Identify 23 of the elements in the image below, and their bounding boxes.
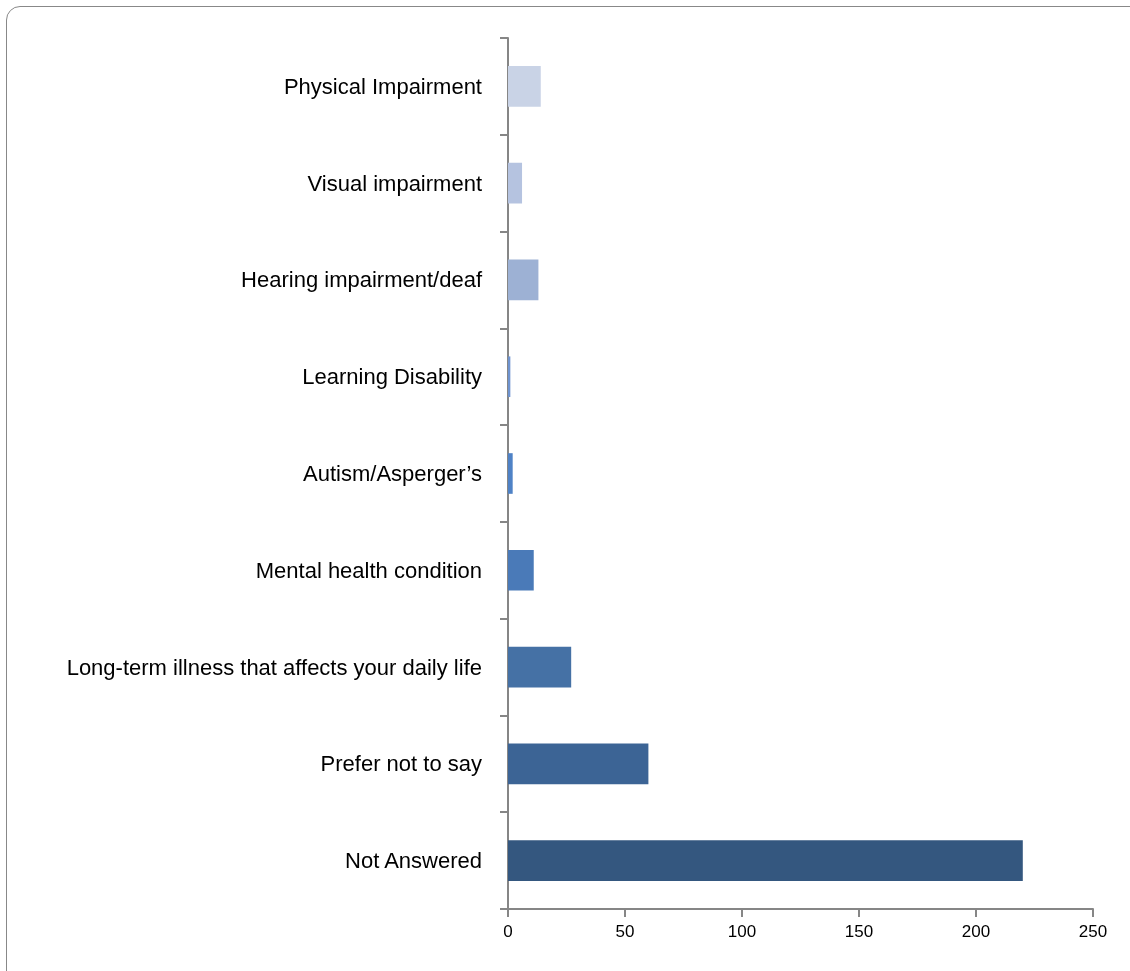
y-tick-label: Hearing impairment/deaf <box>241 267 483 293</box>
bar <box>508 840 1023 881</box>
y-tick-label: Physical Impairment <box>283 73 482 99</box>
bar <box>508 549 534 591</box>
x-tick-label: 0 <box>503 922 513 941</box>
y-tick-label: Mental health condition <box>255 557 482 583</box>
x-tick-label: 100 <box>727 922 757 941</box>
x-tick-label: 150 <box>844 922 874 941</box>
y-tick-label: Learning Disability <box>302 364 482 390</box>
bar <box>508 453 513 494</box>
y-tick-label: Visual impairment <box>307 170 482 196</box>
bar <box>508 162 523 204</box>
bar <box>508 259 539 301</box>
x-tick-label: 250 <box>1078 922 1108 941</box>
bar <box>508 743 649 785</box>
x-tick-label: 200 <box>961 922 991 941</box>
y-tick-label: Prefer not to say <box>320 751 482 777</box>
bar <box>508 66 541 107</box>
y-tick-label: Long-term illness that affects your daily life <box>66 654 482 680</box>
bar <box>508 646 572 688</box>
y-tick-label: Autism/Asperger’s <box>303 461 482 486</box>
y-tick-label: Not Answered <box>345 848 482 874</box>
x-tick-label: 50 <box>615 922 635 941</box>
